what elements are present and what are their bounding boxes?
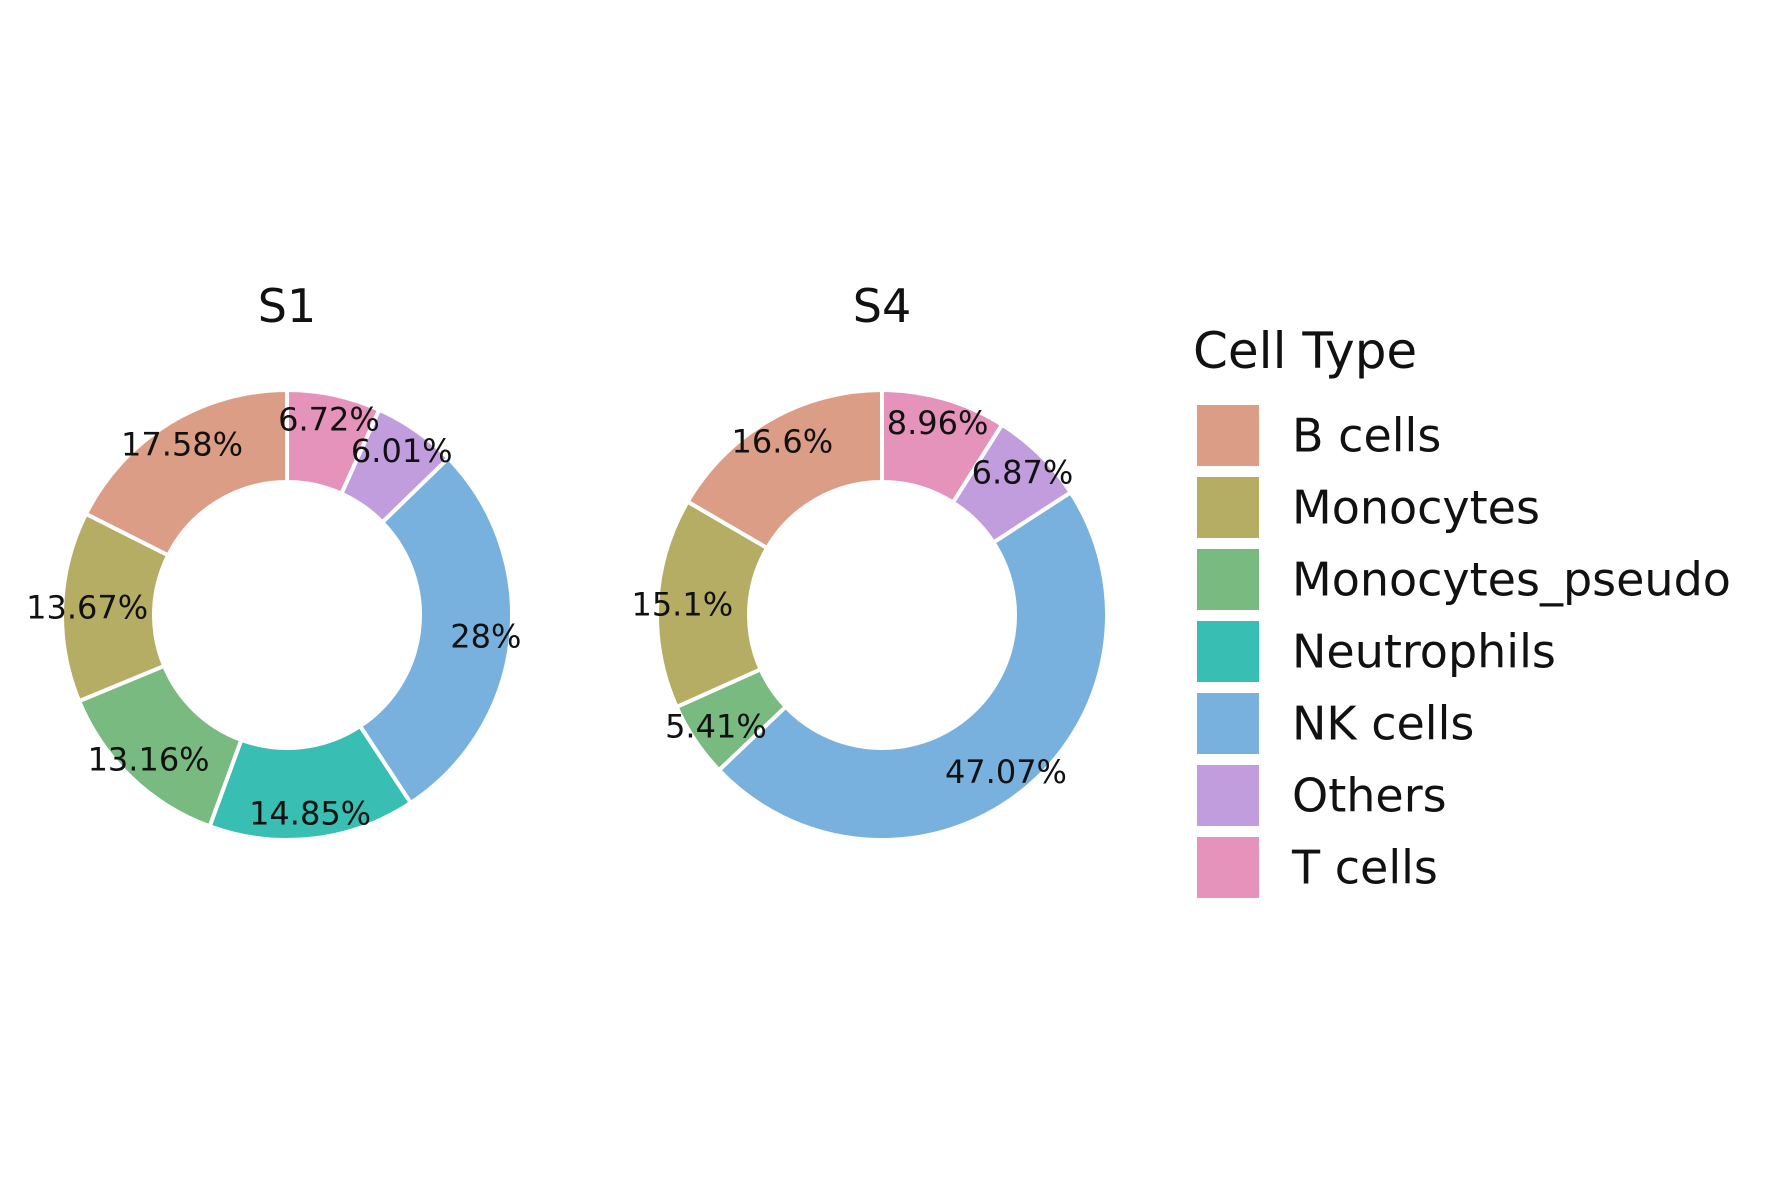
- chart-title: S1: [258, 279, 316, 333]
- legend-swatch: [1197, 621, 1259, 682]
- legend-label: Neutrophils: [1292, 625, 1556, 679]
- legend-swatch: [1197, 477, 1259, 538]
- legend-entry: Others: [1197, 765, 1447, 826]
- slice-label: 16.6%: [732, 423, 834, 461]
- legend-entry: B cells: [1197, 405, 1441, 466]
- slice-label: 14.85%: [249, 795, 371, 833]
- slice-label: 28%: [450, 618, 521, 656]
- slice-label: 8.96%: [887, 404, 989, 442]
- donut-chart-s4: S4 8.96% 6.87% 47.07% 5.41% 15.1% 16.6%: [631, 279, 1109, 842]
- legend-swatch: [1197, 549, 1259, 610]
- legend-label: B cells: [1292, 409, 1441, 463]
- legend-label: Monocytes_pseudo: [1292, 553, 1731, 607]
- legend-swatch: [1197, 405, 1259, 466]
- legend-entry: NK cells: [1197, 693, 1474, 754]
- legend-entry: T cells: [1197, 837, 1438, 898]
- legend-swatch: [1197, 837, 1259, 898]
- legend-entry: Monocytes_pseudo: [1197, 549, 1731, 610]
- legend-title: Cell Type: [1193, 322, 1417, 380]
- slice-label: 15.1%: [631, 585, 733, 623]
- slice-label: 6.87%: [972, 454, 1074, 492]
- slice-label: 5.41%: [665, 707, 767, 745]
- legend-swatch: [1197, 693, 1259, 754]
- slice-b-cells: [84, 388, 289, 558]
- legend-swatch: [1197, 765, 1259, 826]
- legend-entry: Neutrophils: [1197, 621, 1556, 682]
- slice-label: 13.67%: [26, 589, 148, 627]
- slice-b-cells: [685, 388, 884, 551]
- slice-label: 47.07%: [945, 753, 1067, 791]
- slice-label: 17.58%: [121, 426, 243, 464]
- legend-label: Monocytes: [1292, 481, 1540, 535]
- chart-title: S4: [853, 279, 911, 333]
- slice-label: 6.01%: [351, 432, 453, 470]
- legend: Cell Type B cells Monocytes Monocytes_pseu…: [1193, 322, 1731, 898]
- legend-label: NK cells: [1292, 697, 1474, 751]
- slice-nk-cells: [358, 456, 514, 805]
- legend-label: Others: [1292, 769, 1447, 823]
- slice-label: 13.16%: [88, 740, 210, 778]
- legend-entry: Monocytes: [1197, 477, 1540, 538]
- donut-chart-s1: S1 6.72%6.01% 28% 14.85% 13.16% 13.67% 17.58%: [26, 279, 521, 842]
- slice-nk-cells: [717, 490, 1109, 842]
- slice-label: 6.72%: [278, 400, 380, 438]
- legend-label: T cells: [1291, 841, 1438, 895]
